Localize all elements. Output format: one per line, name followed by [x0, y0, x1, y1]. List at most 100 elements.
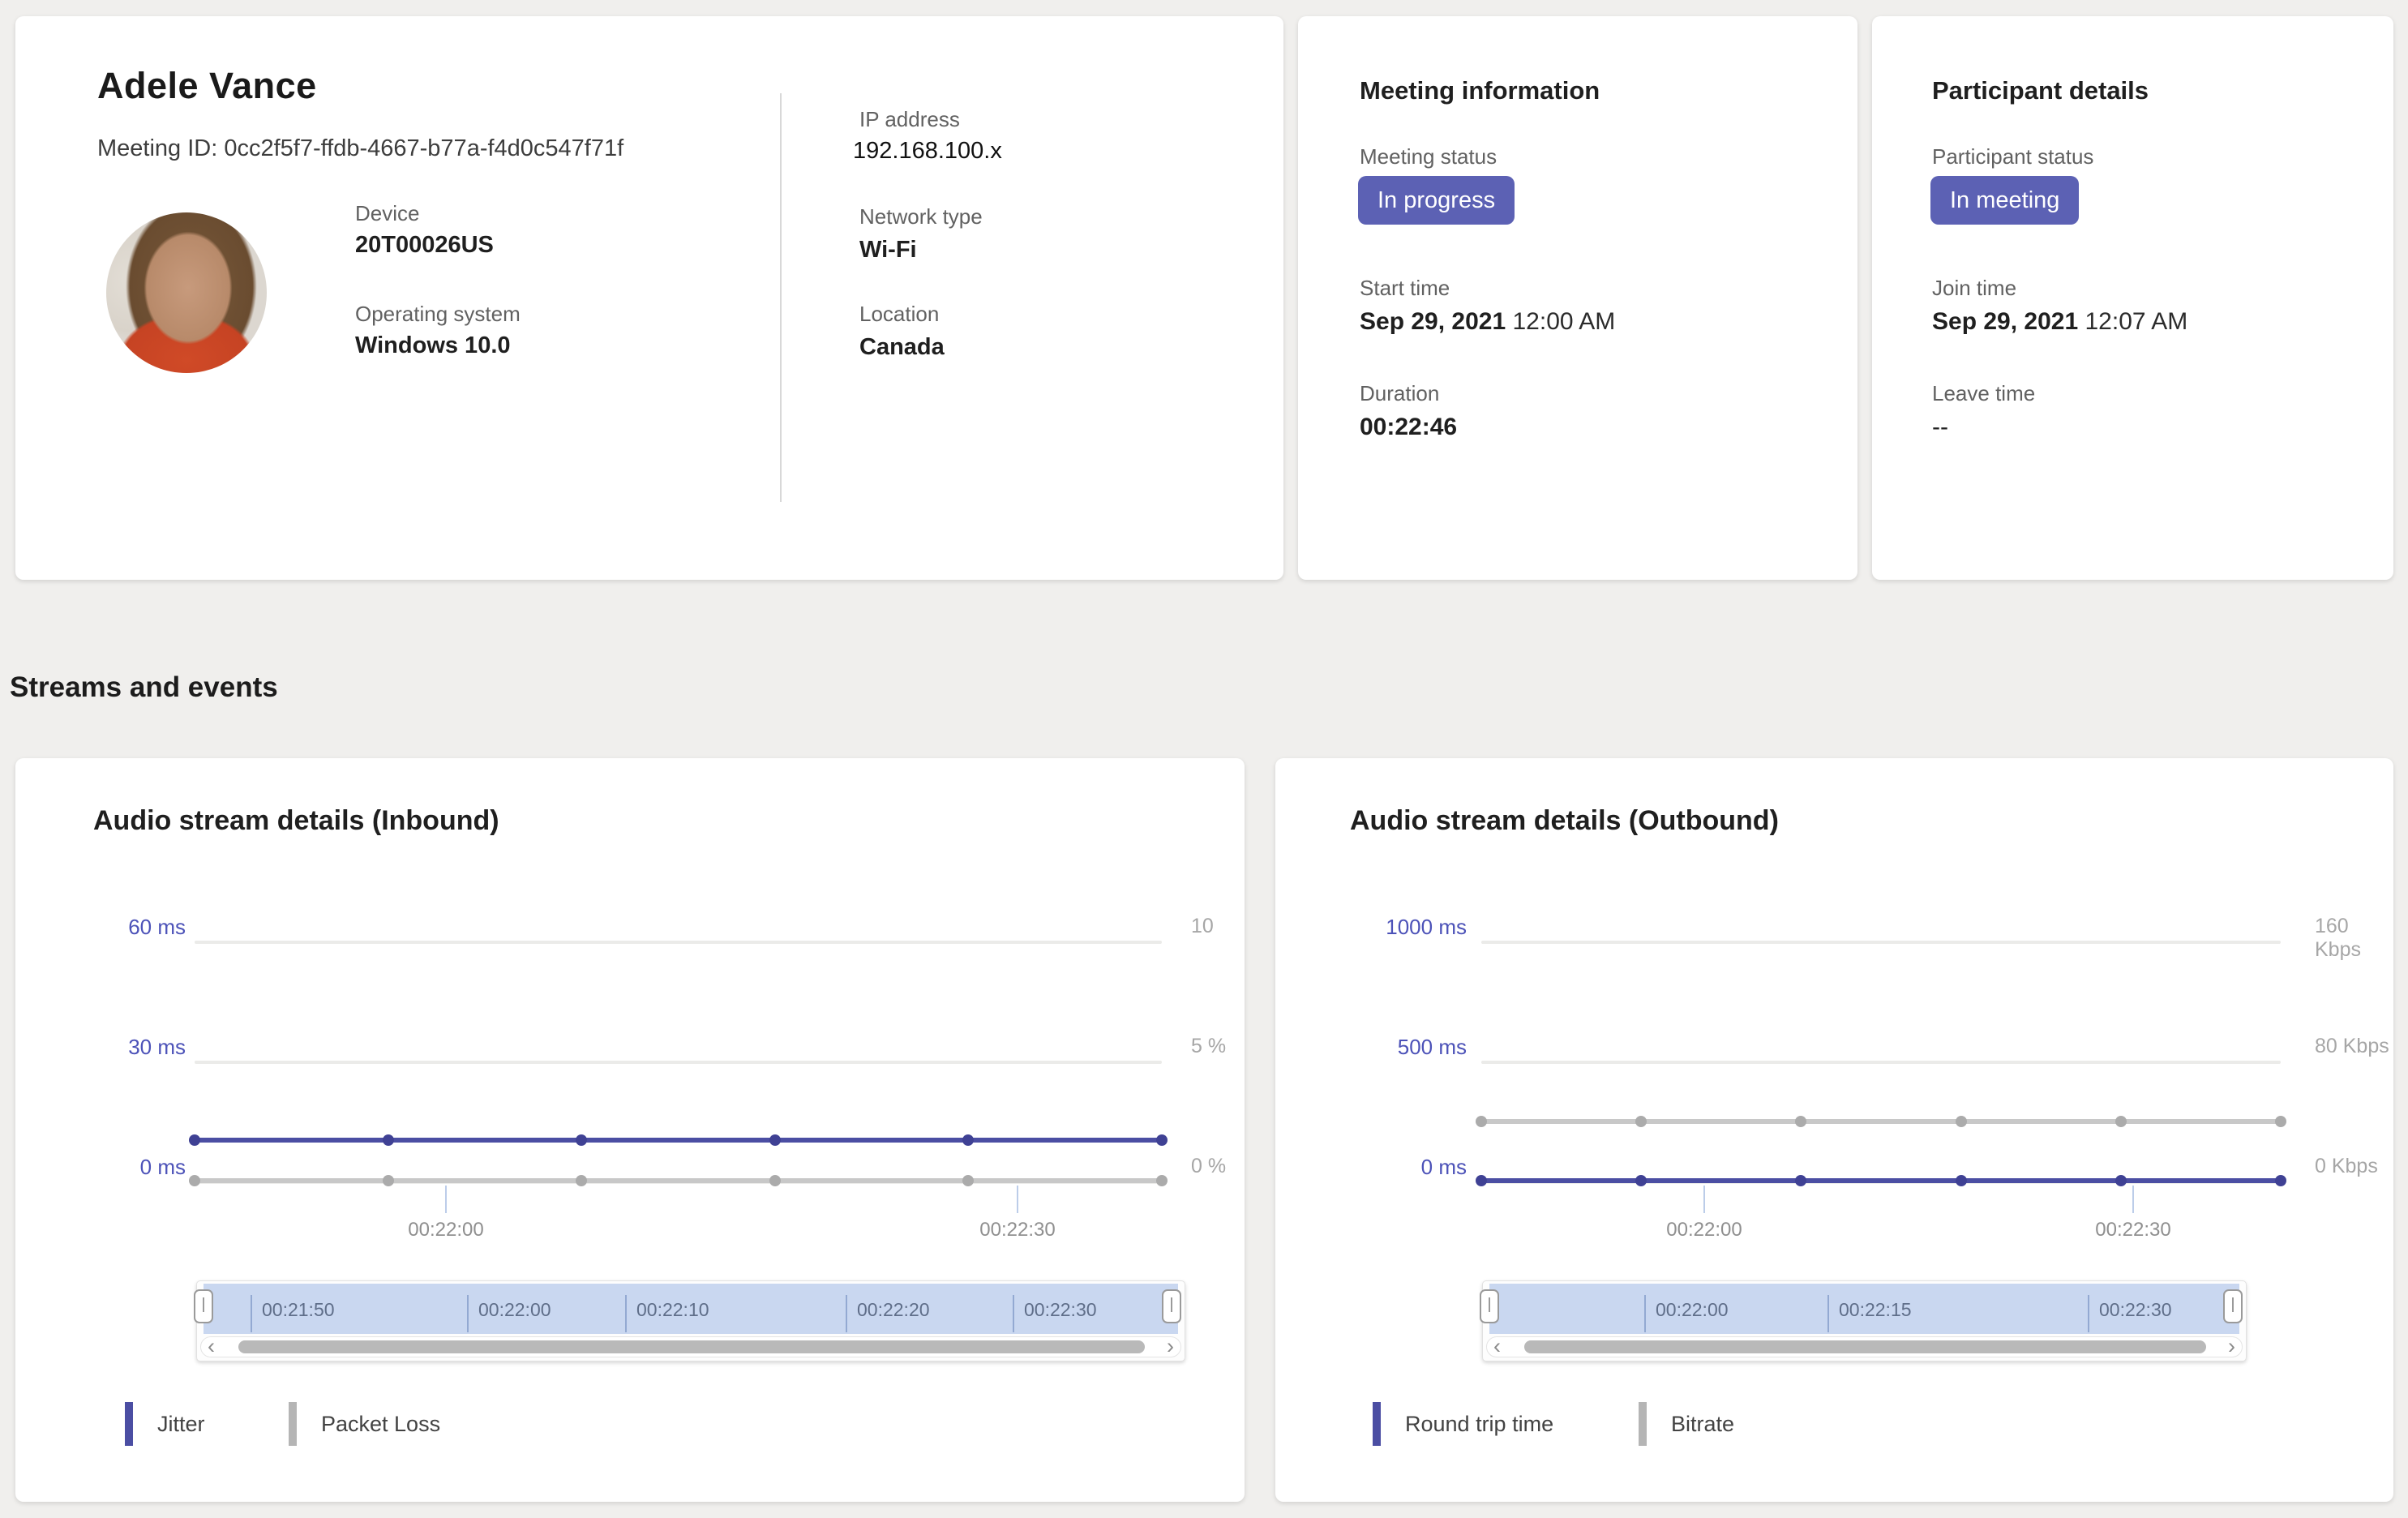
x-axis-tick — [2132, 1186, 2134, 1213]
y-axis-label-right: 0 % — [1191, 1155, 1227, 1177]
slider-tick — [1644, 1295, 1646, 1332]
round-trip-time-point — [2275, 1175, 2286, 1186]
x-axis-tick — [1017, 1186, 1018, 1213]
bitrate-line — [1481, 1119, 2281, 1124]
slider-tick-label: 00:22:30 — [2099, 1299, 2172, 1320]
x-axis-tick-label: 00:22:30 — [979, 1219, 1056, 1241]
slider-handle-grip — [2232, 1297, 2234, 1312]
y-axis-label-right: 80 Kbps — [2315, 1035, 2389, 1057]
packet-loss-point — [1156, 1175, 1168, 1186]
gridline — [195, 941, 1162, 944]
x-axis-tick-label: 00:22:30 — [2095, 1219, 2171, 1241]
duration-label: Duration — [1360, 381, 1440, 405]
round-trip-time-point — [1795, 1175, 1806, 1186]
jitter-point — [576, 1134, 587, 1146]
slider-handle-left[interactable] — [1480, 1289, 1499, 1323]
slider-selected-range[interactable]: 00:22:00 00:22:15 00:22:30 — [1489, 1284, 2239, 1334]
slider-tick-label: 00:21:50 — [262, 1299, 335, 1320]
y-axis-label-left: 0 ms — [139, 1155, 186, 1179]
legend-swatch-packet-loss — [289, 1402, 297, 1446]
slider-tick-label: 00:22:15 — [1839, 1299, 1912, 1320]
scroll-left-icon[interactable]: ‹ — [208, 1334, 215, 1358]
slider-handle-right[interactable] — [2223, 1289, 2243, 1323]
streams-and-events-heading: Streams and events — [10, 671, 278, 703]
packet-loss-point — [383, 1175, 394, 1186]
jitter-line — [195, 1138, 1162, 1143]
round-trip-time-point — [2115, 1175, 2127, 1186]
bitrate-point — [1635, 1116, 1647, 1127]
slider-tick-label: 00:22:00 — [478, 1299, 551, 1320]
y-axis-label-left: 60 ms — [128, 915, 186, 939]
scrollbar-track[interactable]: ‹ › — [1486, 1334, 2243, 1358]
round-trip-time-point — [1476, 1175, 1487, 1186]
start-time-value: Sep 29, 2021 12:00 AM — [1360, 308, 1616, 335]
slider-tick — [251, 1295, 252, 1332]
slider-tick — [1013, 1295, 1014, 1332]
operating-system-label: Operating system — [355, 302, 521, 326]
jitter-point — [1156, 1134, 1168, 1146]
join-time-label: Join time — [1932, 276, 2017, 300]
slider-handle-grip — [1489, 1297, 1490, 1312]
legend-item-bitrate[interactable]: Bitrate — [1671, 1412, 1735, 1436]
y-axis-label-left: 0 ms — [1420, 1155, 1467, 1179]
slider-handle-grip — [1171, 1297, 1172, 1312]
audio-stream-outbound-card: Audio stream details (Outbound) 1000 ms 1… — [1275, 758, 2393, 1502]
jitter-point — [769, 1134, 781, 1146]
round-trip-time-line — [1481, 1178, 2281, 1183]
participant-name: Adele Vance — [97, 65, 317, 106]
avatar — [106, 212, 267, 373]
round-trip-time-point — [1635, 1175, 1647, 1186]
jitter-point — [383, 1134, 394, 1146]
x-axis-tick — [1703, 1186, 1705, 1213]
y-axis-label-right: 160 Kbps — [2315, 915, 2361, 961]
legend-item-jitter[interactable]: Jitter — [157, 1412, 205, 1436]
inbound-chart-title: Audio stream details (Inbound) — [93, 805, 499, 836]
slider-tick — [625, 1295, 627, 1332]
jitter-point — [189, 1134, 200, 1146]
scroll-right-icon[interactable]: › — [2228, 1334, 2235, 1358]
time-range-slider[interactable]: 00:22:00 00:22:15 00:22:30 ‹ › — [1480, 1280, 2247, 1361]
participant-details-card: Participant details Participant status I… — [1872, 16, 2393, 580]
device-label: Device — [355, 201, 420, 225]
scroll-right-icon[interactable]: › — [1167, 1334, 1174, 1358]
time-range-slider[interactable]: 00:21:50 00:22:00 00:22:10 00:22:20 00:22:30… — [194, 1280, 1185, 1361]
scrollbar-track[interactable]: ‹ › — [200, 1334, 1181, 1358]
slider-tick-label: 00:22:30 — [1024, 1299, 1097, 1320]
outbound-chart-title: Audio stream details (Outbound) — [1350, 805, 1779, 836]
y-axis-label-right: 5 % — [1191, 1035, 1227, 1057]
slider-handle-left[interactable] — [194, 1289, 213, 1323]
legend-swatch-jitter — [125, 1402, 133, 1446]
slider-tick — [1827, 1295, 1829, 1332]
legend-item-packet-loss[interactable]: Packet Loss — [321, 1412, 441, 1436]
gridline — [1481, 941, 2281, 944]
bitrate-point — [1956, 1116, 1967, 1127]
legend-swatch-bitrate — [1639, 1402, 1647, 1446]
packet-loss-point — [769, 1175, 781, 1186]
packet-loss-point — [189, 1175, 200, 1186]
y-axis-label-left: 30 ms — [128, 1035, 186, 1059]
slider-tick-label: 00:22:10 — [636, 1299, 709, 1320]
participant-details-title: Participant details — [1932, 76, 2149, 105]
slider-selected-range[interactable]: 00:21:50 00:22:00 00:22:10 00:22:20 00:22:30 — [204, 1284, 1178, 1334]
leave-time-value: -- — [1932, 414, 1948, 440]
slider-handle-grip — [203, 1297, 204, 1312]
ip-address-label: IP address — [859, 107, 960, 131]
legend-item-round-trip-time[interactable]: Round trip time — [1405, 1412, 1554, 1436]
bitrate-point — [1795, 1116, 1806, 1127]
y-axis-label-right: 10 — [1191, 915, 1214, 937]
bitrate-point — [2275, 1116, 2286, 1127]
slider-tick — [2088, 1295, 2089, 1332]
slider-handle-right[interactable] — [1162, 1289, 1181, 1323]
packet-loss-point — [576, 1175, 587, 1186]
network-type-label: Network type — [859, 204, 983, 229]
scrollbar-thumb[interactable] — [1524, 1340, 2206, 1353]
participant-profile-card: Adele Vance Meeting ID: 0cc2f5f7-ffdb-46… — [15, 16, 1283, 580]
scrollbar-thumb[interactable] — [238, 1340, 1145, 1353]
x-axis-tick-label: 00:22:00 — [1666, 1219, 1742, 1241]
scroll-left-icon[interactable]: ‹ — [1493, 1334, 1501, 1358]
meeting-id: Meeting ID: 0cc2f5f7-ffdb-4667-b77a-f4d0… — [97, 135, 624, 161]
start-time-label: Start time — [1360, 276, 1450, 300]
y-axis-label-right: 0 Kbps — [2315, 1155, 2378, 1177]
bitrate-point — [2115, 1116, 2127, 1127]
